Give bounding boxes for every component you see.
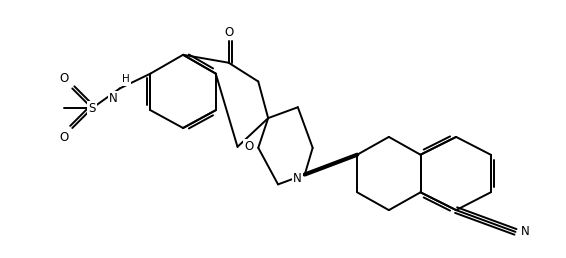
Text: O: O <box>224 26 233 39</box>
Text: O: O <box>59 131 68 144</box>
Text: H: H <box>122 75 130 84</box>
Text: N: N <box>293 172 302 184</box>
Text: O: O <box>245 140 254 153</box>
Text: N: N <box>109 92 118 106</box>
Text: N: N <box>520 225 529 238</box>
Text: S: S <box>88 102 96 115</box>
Text: O: O <box>59 72 68 85</box>
